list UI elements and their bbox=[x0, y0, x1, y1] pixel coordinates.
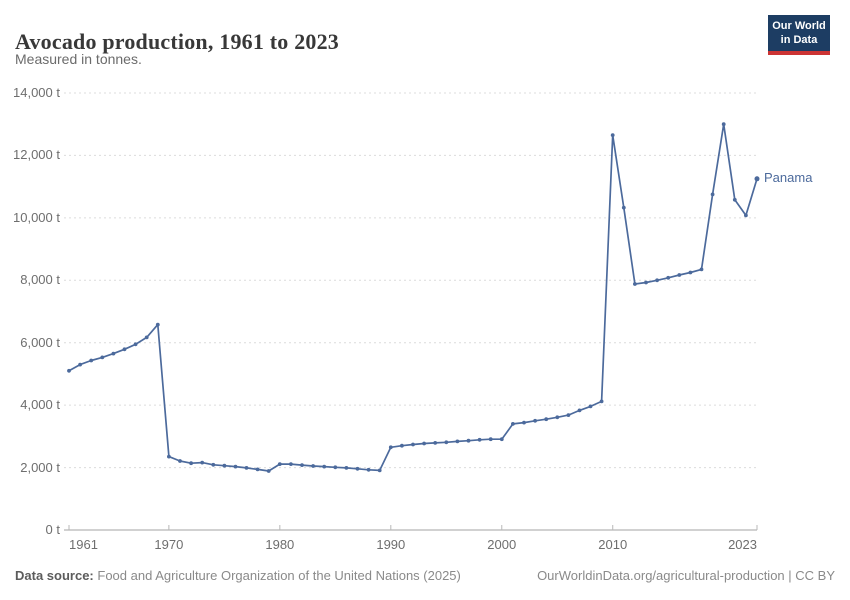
data-point[interactable] bbox=[400, 443, 404, 448]
data-point[interactable] bbox=[89, 358, 94, 363]
y-axis-tick-label: 2,000 t bbox=[20, 459, 60, 475]
footer-source-text: Food and Agriculture Organization of the… bbox=[97, 568, 461, 583]
data-point[interactable] bbox=[266, 469, 271, 473]
data-point[interactable] bbox=[455, 439, 460, 444]
data-point[interactable] bbox=[555, 415, 560, 420]
data-point[interactable] bbox=[599, 399, 604, 404]
data-point[interactable] bbox=[566, 413, 571, 417]
data-point[interactable] bbox=[655, 278, 659, 283]
y-axis-tick-label: 4,000 t bbox=[20, 397, 60, 413]
data-point[interactable] bbox=[344, 466, 349, 470]
data-point[interactable] bbox=[189, 461, 194, 466]
series-line-panama[interactable] bbox=[68, 123, 758, 472]
x-axis-tick-label: 2000 bbox=[487, 537, 517, 552]
page-title: Avocado production, 1961 to 2023 bbox=[15, 28, 339, 54]
data-point[interactable] bbox=[255, 467, 260, 472]
data-point[interactable] bbox=[422, 441, 426, 446]
data-point[interactable] bbox=[300, 463, 304, 467]
y-axis-tick-label: 6,000 t bbox=[20, 334, 60, 350]
data-point[interactable] bbox=[366, 467, 371, 472]
data-point[interactable] bbox=[289, 462, 293, 466]
data-point[interactable] bbox=[322, 464, 327, 469]
x-axis-tick-label: 1980 bbox=[265, 537, 295, 552]
data-point[interactable] bbox=[244, 466, 249, 470]
data-point[interactable] bbox=[433, 441, 438, 445]
y-axis-tick-label: 8,000 t bbox=[20, 272, 60, 288]
owid-logo-line1: Our World bbox=[772, 20, 826, 32]
data-point[interactable] bbox=[388, 445, 393, 450]
x-axis-tick-label: 2010 bbox=[598, 537, 628, 552]
data-point[interactable] bbox=[355, 466, 360, 471]
data-point[interactable] bbox=[144, 335, 149, 340]
data-point[interactable] bbox=[688, 270, 693, 275]
data-point[interactable] bbox=[178, 459, 182, 463]
data-point[interactable] bbox=[211, 462, 216, 467]
y-axis-tick-label: 10,000 t bbox=[13, 209, 60, 225]
footer-link[interactable]: OurWorldinData.org/agricultural-producti… bbox=[537, 568, 835, 583]
series-label-panama[interactable]: Panama bbox=[764, 169, 813, 185]
data-point[interactable] bbox=[477, 437, 482, 442]
data-point[interactable] bbox=[466, 438, 471, 443]
owid-logo[interactable]: Our World in Data bbox=[768, 15, 830, 55]
owid-logo-line2: in Data bbox=[780, 34, 818, 47]
data-point[interactable] bbox=[721, 122, 726, 127]
footer-source-label: Data source: bbox=[15, 568, 94, 583]
data-point[interactable] bbox=[544, 417, 549, 422]
data-point[interactable] bbox=[666, 275, 671, 280]
data-point[interactable] bbox=[111, 351, 116, 356]
data-point[interactable] bbox=[511, 422, 515, 426]
data-point[interactable] bbox=[677, 273, 682, 277]
data-point[interactable] bbox=[644, 280, 648, 285]
data-point[interactable] bbox=[488, 437, 493, 442]
y-axis-tick-label: 0 t bbox=[45, 522, 60, 537]
data-point[interactable] bbox=[167, 454, 171, 459]
data-point[interactable] bbox=[122, 347, 127, 352]
page-subtitle: Measured in tonnes. bbox=[15, 51, 142, 67]
data-point[interactable] bbox=[444, 440, 449, 445]
data-point[interactable] bbox=[155, 322, 160, 327]
data-point[interactable] bbox=[100, 355, 105, 360]
x-axis-tick-label: 1970 bbox=[154, 537, 184, 552]
data-point[interactable] bbox=[333, 465, 338, 470]
data-point[interactable] bbox=[233, 464, 238, 469]
data-point[interactable] bbox=[633, 282, 637, 286]
data-point[interactable] bbox=[133, 342, 138, 347]
data-point[interactable] bbox=[699, 267, 704, 272]
data-point[interactable] bbox=[277, 462, 282, 466]
data-point[interactable] bbox=[533, 418, 537, 423]
footer-data-source: Data source: Food and Agriculture Organi… bbox=[15, 568, 461, 583]
data-point[interactable] bbox=[311, 464, 315, 468]
data-point[interactable] bbox=[78, 362, 82, 367]
data-point[interactable] bbox=[744, 213, 748, 218]
data-point[interactable] bbox=[200, 460, 205, 465]
x-axis-tick-label: 1990 bbox=[376, 537, 406, 552]
data-point[interactable] bbox=[621, 205, 626, 210]
y-axis-tick-label: 14,000 t bbox=[13, 85, 60, 100]
data-point[interactable] bbox=[499, 437, 504, 442]
data-point[interactable] bbox=[588, 404, 593, 409]
data-point[interactable] bbox=[754, 176, 760, 182]
data-point[interactable] bbox=[222, 463, 227, 468]
data-point[interactable] bbox=[377, 468, 382, 473]
y-axis-tick-label: 12,000 t bbox=[13, 147, 60, 163]
data-point[interactable] bbox=[732, 197, 737, 202]
x-axis-tick-label: 2023 bbox=[728, 537, 757, 552]
x-axis: 1961 1970 1980 1990 2000 2010 2023 bbox=[0, 537, 850, 553]
data-point[interactable] bbox=[67, 368, 71, 373]
data-point[interactable] bbox=[522, 420, 526, 425]
x-axis-tick-label: 1961 bbox=[69, 537, 98, 552]
data-point[interactable] bbox=[411, 442, 415, 447]
data-point[interactable] bbox=[710, 192, 715, 197]
data-point[interactable] bbox=[577, 408, 582, 413]
data-point[interactable] bbox=[610, 133, 615, 138]
